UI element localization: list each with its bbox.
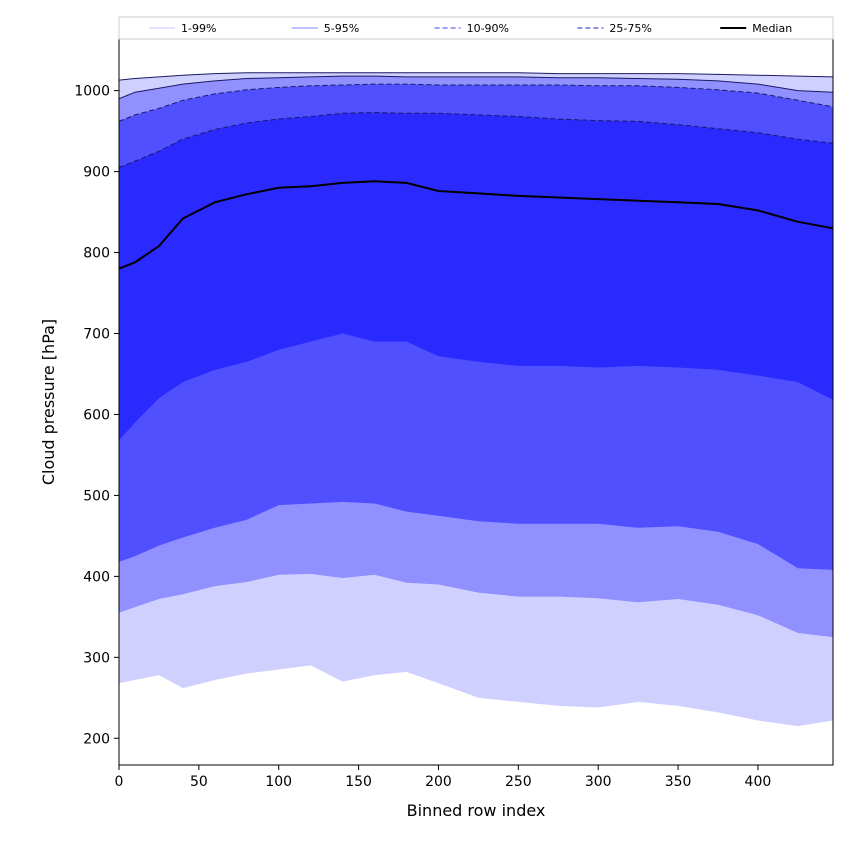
x-axis-label: Binned row index bbox=[407, 801, 546, 820]
y-tick-label: 300 bbox=[83, 650, 110, 666]
x-tick-label: 100 bbox=[265, 774, 292, 790]
plot-areas bbox=[119, 72, 833, 727]
band-upper-line-10-90- bbox=[118, 83, 834, 122]
x-tick-label: 0 bbox=[115, 774, 124, 790]
x-tick-label: 150 bbox=[345, 774, 372, 790]
x-tick-label: 400 bbox=[745, 774, 772, 790]
x-tick-label: 200 bbox=[425, 774, 452, 790]
legend-label-1-99-: 1-99% bbox=[181, 22, 216, 35]
y-axis: 200 300 400 500 600 700 800 900 1000 bbox=[74, 84, 119, 747]
band-upper-line-5-95- bbox=[118, 75, 834, 100]
y-tick-label: 900 bbox=[83, 165, 110, 181]
legend-box bbox=[118, 16, 834, 40]
x-tick-label: 350 bbox=[665, 774, 692, 790]
x-tick-label: 300 bbox=[585, 774, 612, 790]
y-tick-label: 500 bbox=[83, 488, 110, 504]
x-tick-label: 250 bbox=[505, 774, 532, 790]
y-tick-label: 200 bbox=[83, 731, 110, 747]
legend-label-25-75-: 25-75% bbox=[609, 22, 651, 35]
y-tick-label: 800 bbox=[83, 246, 110, 262]
legend-label-median: Median bbox=[752, 22, 792, 35]
legend-label-5-95-: 5-95% bbox=[324, 22, 359, 35]
band-upper-line-25-75- bbox=[118, 111, 834, 168]
legend: 1-99% 5-95% 10-90% 25-75% Median bbox=[118, 16, 834, 40]
plot-lines bbox=[118, 72, 834, 270]
y-tick-label: 600 bbox=[83, 407, 110, 423]
y-tick-label: 400 bbox=[83, 569, 110, 585]
median-line bbox=[118, 180, 834, 270]
y-tick-label: 700 bbox=[83, 326, 110, 342]
band-25-75- bbox=[119, 112, 833, 441]
band-upper-line-1-99- bbox=[118, 72, 834, 81]
y-axis-label: Cloud pressure [hPa] bbox=[39, 319, 58, 485]
y-tick-label: 1000 bbox=[74, 84, 110, 100]
legend-label-10-90-: 10-90% bbox=[467, 22, 509, 35]
x-axis: 0 50 100 150 200 250 300 350 400 bbox=[115, 765, 772, 790]
x-tick-label: 50 bbox=[190, 774, 208, 790]
